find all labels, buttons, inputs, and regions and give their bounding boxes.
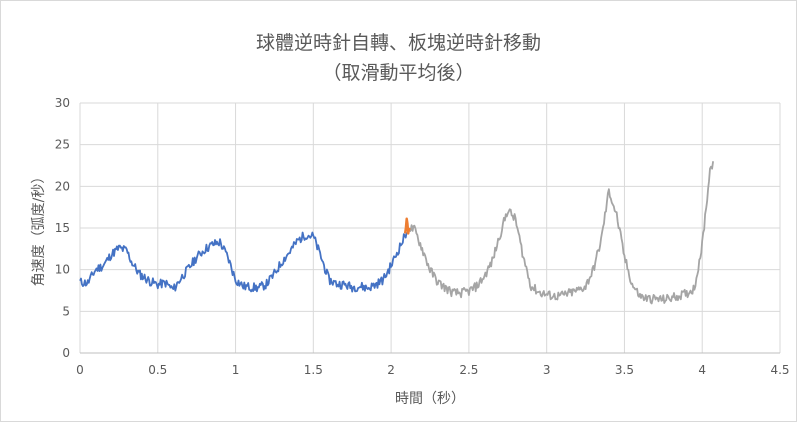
x-tick-label: 2.5 <box>459 363 478 377</box>
x-tick-label: 0.5 <box>148 363 167 377</box>
x-tick-label: 4.5 <box>770 363 789 377</box>
x-tick-label: 3 <box>543 363 551 377</box>
y-tick-label: 25 <box>55 138 70 152</box>
x-tick-label: 1.5 <box>304 363 323 377</box>
series-line <box>409 161 714 305</box>
x-tick-label: 4 <box>698 363 706 377</box>
series-line <box>403 217 411 235</box>
y-tick-label: 15 <box>55 221 70 235</box>
x-tick-label: 1 <box>232 363 240 377</box>
x-tick-label: 0 <box>76 363 84 377</box>
chart-subtitle: （取滑動平均後） <box>322 62 475 84</box>
y-tick-label: 30 <box>55 96 70 110</box>
y-tick-label: 20 <box>55 179 70 193</box>
chart-title: 球體逆時針自轉、板塊逆時針移動 <box>255 32 541 54</box>
series-line <box>79 231 408 293</box>
x-axis-label: 時間（秒） <box>395 391 465 407</box>
x-tick-label: 2 <box>387 363 395 377</box>
x-tick-label: 3.5 <box>615 363 634 377</box>
y-tick-label: 10 <box>55 263 70 277</box>
y-tick-label: 5 <box>62 304 70 318</box>
y-tick-label: 0 <box>62 346 70 360</box>
